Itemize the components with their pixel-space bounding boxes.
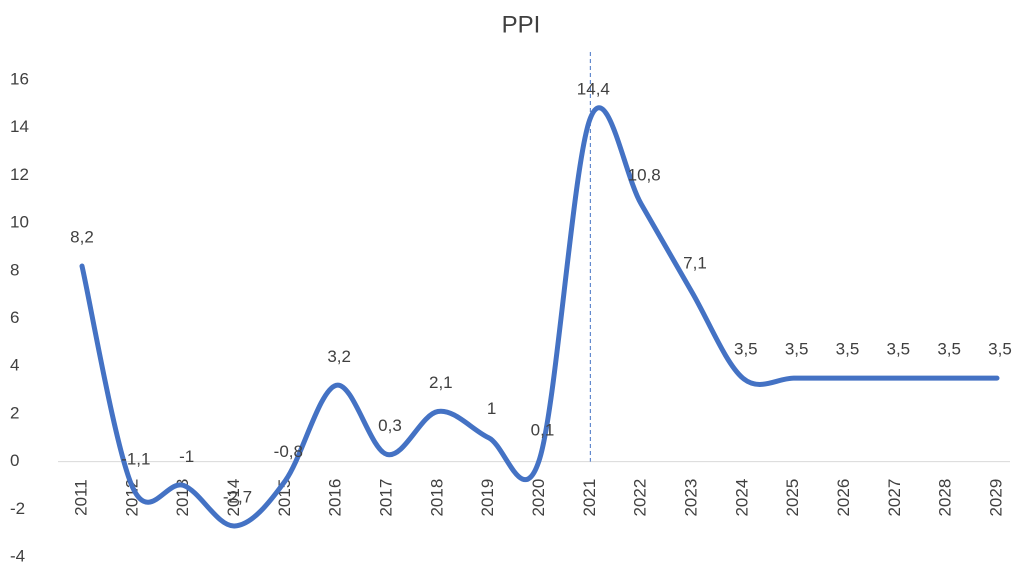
x-tick-label: 2029	[986, 479, 1005, 517]
x-tick-label: 2017	[376, 479, 395, 517]
x-tick-label: 2014	[224, 479, 243, 517]
data-label: -1,1	[121, 449, 150, 468]
x-tick-label: 2024	[732, 479, 751, 517]
x-tick-label: 2025	[783, 479, 802, 517]
y-tick-label: 10	[10, 213, 29, 232]
x-tick-label: 2018	[427, 479, 446, 517]
data-label: 10,8	[628, 166, 661, 185]
x-tick-label: 2022	[631, 479, 650, 517]
data-label: 2,1	[429, 373, 453, 392]
data-label: 0,3	[378, 416, 402, 435]
data-label: 7,1	[683, 254, 707, 273]
data-label: 3,5	[836, 340, 860, 359]
data-label: 0,1	[531, 421, 555, 440]
y-tick-label: 12	[10, 165, 29, 184]
data-label: 3,5	[785, 340, 809, 359]
y-tick-label: -2	[10, 499, 25, 518]
data-label: 14,4	[577, 80, 610, 99]
chart-title: PPI	[502, 11, 541, 38]
data-label: 1	[487, 399, 496, 418]
data-label: -2,7	[223, 487, 252, 506]
data-label: -0,8	[274, 442, 303, 461]
x-tick-label: 2019	[478, 479, 497, 517]
data-label: 3,5	[988, 340, 1012, 359]
line	[79, 105, 1000, 529]
x-tick-label: 2028	[936, 479, 955, 517]
x-tick-label: 2020	[529, 479, 548, 517]
y-tick-label: 6	[10, 308, 19, 327]
y-tick-label: 16	[10, 69, 29, 88]
x-tick-label: 2026	[834, 479, 853, 517]
y-tick-label: 2	[10, 403, 19, 422]
data-label: 3,5	[887, 340, 911, 359]
data-label: 3,5	[734, 340, 758, 359]
y-tick-label: 0	[10, 451, 19, 470]
x-tick-label: 2016	[326, 479, 345, 517]
y-tick-label: 8	[10, 260, 19, 279]
y-tick-label: -4	[10, 546, 25, 565]
data-label: -1	[179, 447, 194, 466]
y-tick-label: 14	[10, 117, 29, 136]
data-label: 8,2	[70, 228, 94, 247]
data-label: 3,2	[327, 347, 351, 366]
data-label: 3,5	[937, 340, 961, 359]
x-tick-label: 2023	[681, 479, 700, 517]
y-tick-label: 4	[10, 356, 19, 375]
x-tick-label: 2027	[885, 479, 904, 517]
x-tick-label: 2011	[71, 479, 90, 516]
x-tick-label: 2021	[580, 479, 599, 517]
x-tick-label: 2012	[122, 479, 141, 517]
